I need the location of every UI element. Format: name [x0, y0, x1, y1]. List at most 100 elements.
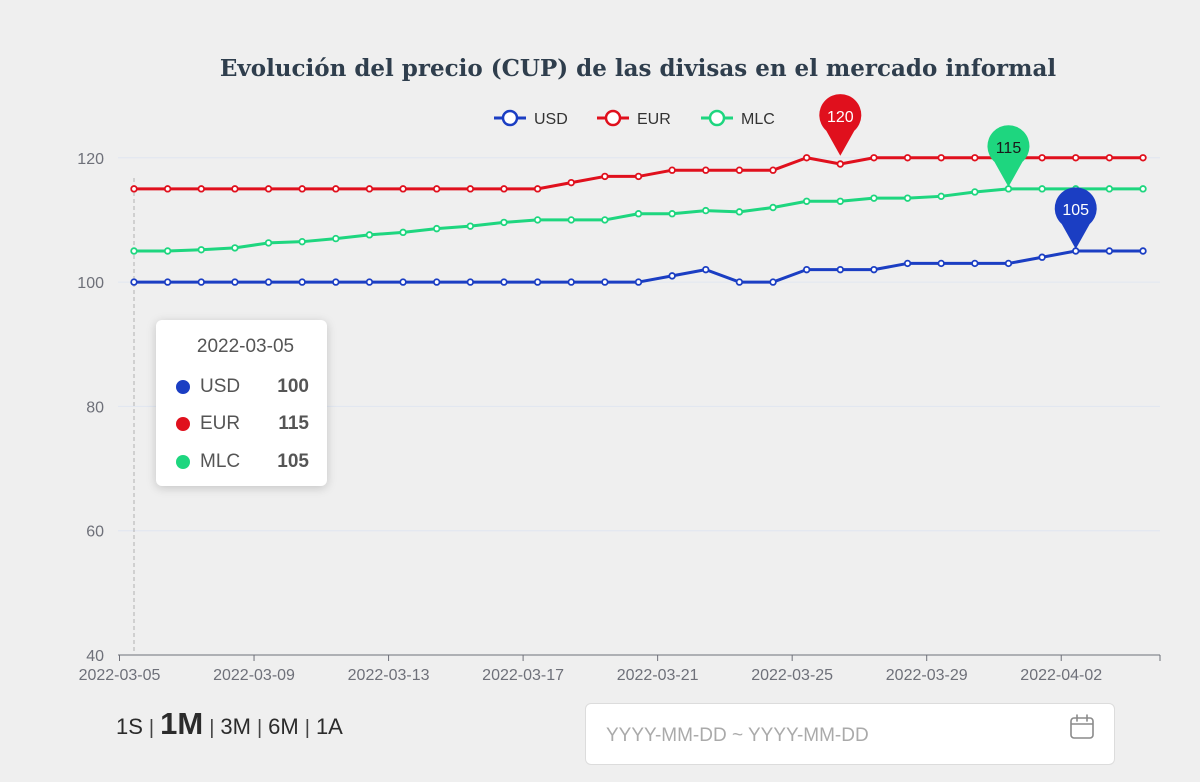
data-point[interactable]	[365, 185, 374, 193]
data-point[interactable]	[903, 154, 912, 162]
data-point[interactable]	[500, 185, 508, 193]
range-3m-button[interactable]: 3M	[220, 714, 251, 739]
data-point[interactable]	[1105, 185, 1114, 193]
data-point[interactable]	[1038, 154, 1046, 162]
data-point[interactable]	[1038, 253, 1046, 261]
data-point[interactable]	[231, 244, 239, 252]
range-6m-button[interactable]: 6M	[268, 714, 299, 739]
data-point[interactable]	[399, 228, 407, 237]
data-point[interactable]	[197, 278, 205, 286]
data-point[interactable]	[937, 154, 945, 162]
data-point[interactable]	[870, 194, 878, 202]
data-point[interactable]	[601, 172, 609, 181]
data-point[interactable]	[971, 259, 979, 268]
data-point[interactable]	[1004, 185, 1013, 193]
data-point[interactable]	[298, 185, 306, 193]
data-point[interactable]	[971, 188, 979, 196]
data-point[interactable]	[130, 278, 138, 286]
data-point[interactable]	[1139, 185, 1147, 193]
data-point[interactable]	[466, 185, 475, 193]
legend-item-eur[interactable]: EUR	[597, 109, 671, 128]
range-1m-button[interactable]: 1M	[160, 706, 204, 741]
data-point[interactable]	[298, 237, 306, 246]
data-point[interactable]	[634, 278, 643, 286]
data-point[interactable]	[1072, 247, 1080, 255]
data-point[interactable]	[264, 278, 273, 286]
data-point[interactable]	[802, 154, 811, 162]
data-point[interactable]	[802, 265, 811, 274]
data-point[interactable]	[500, 218, 508, 227]
data-point[interactable]	[735, 278, 744, 286]
data-point[interactable]	[836, 197, 844, 205]
data-point[interactable]	[1105, 154, 1114, 162]
data-point[interactable]	[533, 185, 542, 193]
data-point[interactable]	[702, 265, 710, 274]
data-point[interactable]	[870, 154, 878, 162]
data-point[interactable]	[399, 278, 407, 286]
data-point[interactable]	[264, 239, 273, 247]
data-point[interactable]	[769, 203, 777, 212]
data-point[interactable]	[130, 247, 138, 255]
data-point[interactable]	[163, 247, 172, 255]
data-point[interactable]	[567, 178, 575, 187]
data-point[interactable]	[1105, 247, 1114, 255]
data-point[interactable]	[332, 185, 340, 193]
data-point[interactable]	[937, 259, 945, 268]
data-point[interactable]	[836, 160, 844, 168]
data-point[interactable]	[332, 278, 340, 286]
data-point[interactable]	[769, 166, 777, 174]
data-point[interactable]	[735, 166, 744, 174]
data-point[interactable]	[332, 234, 340, 243]
data-point[interactable]	[836, 265, 844, 274]
data-point[interactable]	[365, 278, 374, 286]
legend-item-mlc[interactable]: MLC	[701, 109, 775, 128]
data-point[interactable]	[466, 278, 475, 286]
data-point[interactable]	[1038, 185, 1046, 193]
data-point[interactable]	[1004, 259, 1013, 268]
data-point[interactable]	[668, 272, 676, 280]
data-point[interactable]	[567, 278, 575, 286]
data-point[interactable]	[769, 278, 777, 286]
data-point[interactable]	[802, 197, 811, 205]
data-point[interactable]	[971, 154, 979, 162]
data-point[interactable]	[735, 208, 744, 216]
data-point[interactable]	[231, 278, 239, 286]
data-point[interactable]	[466, 222, 475, 230]
date-range-picker[interactable]	[585, 703, 1115, 765]
legend-item-usd[interactable]: USD	[494, 109, 568, 128]
data-point[interactable]	[567, 216, 575, 224]
data-point[interactable]	[163, 185, 172, 193]
data-point[interactable]	[130, 185, 138, 193]
data-point[interactable]	[903, 259, 912, 268]
data-point[interactable]	[668, 210, 676, 218]
data-point[interactable]	[1139, 154, 1147, 162]
data-point[interactable]	[601, 216, 609, 224]
data-point[interactable]	[870, 265, 878, 274]
data-point[interactable]	[634, 210, 643, 218]
data-point[interactable]	[533, 278, 542, 286]
data-point[interactable]	[634, 172, 643, 181]
data-point[interactable]	[433, 278, 441, 286]
data-point[interactable]	[433, 224, 441, 233]
data-point[interactable]	[163, 278, 172, 286]
data-point[interactable]	[433, 185, 441, 193]
data-point[interactable]	[937, 192, 945, 201]
range-1a-button[interactable]: 1A	[315, 714, 343, 739]
data-point[interactable]	[533, 216, 542, 224]
data-point[interactable]	[298, 278, 306, 286]
data-point[interactable]	[264, 185, 273, 193]
data-point[interactable]	[197, 185, 205, 193]
data-point[interactable]	[903, 194, 912, 202]
data-point[interactable]	[1139, 247, 1147, 255]
data-point[interactable]	[231, 185, 239, 193]
data-point[interactable]	[1072, 154, 1080, 162]
data-point[interactable]	[365, 231, 374, 239]
date-range-input[interactable]	[604, 720, 1048, 752]
data-point[interactable]	[702, 206, 710, 215]
data-point[interactable]	[668, 166, 676, 174]
data-point[interactable]	[197, 246, 205, 254]
data-point[interactable]	[702, 166, 710, 174]
data-point[interactable]	[500, 278, 508, 286]
data-point[interactable]	[601, 278, 609, 286]
calendar-icon[interactable]	[1069, 712, 1095, 742]
